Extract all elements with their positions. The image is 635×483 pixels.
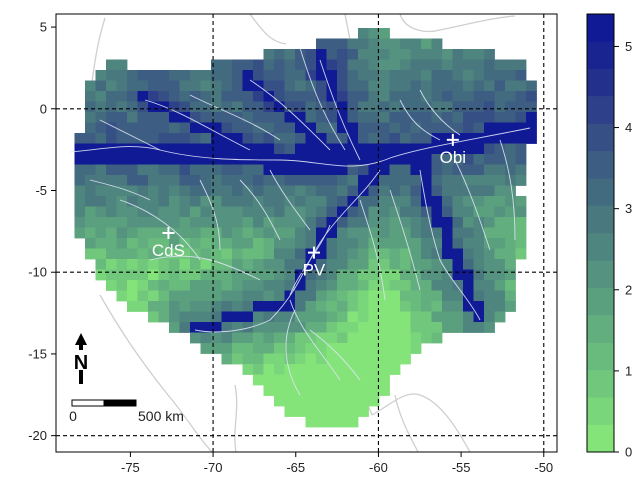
colorbar-bin bbox=[587, 342, 614, 371]
colorbar-bin bbox=[587, 233, 614, 261]
colorbar-bin bbox=[587, 123, 614, 152]
colorbar-ticks: 0 1 2 3 4 5 bbox=[614, 39, 632, 460]
colorbar-bin bbox=[587, 315, 614, 343]
river-network bbox=[69, 47, 531, 396]
graticule bbox=[56, 14, 557, 452]
x-tick-label: -75 bbox=[121, 460, 140, 475]
colorbar-tick-label: 3 bbox=[625, 201, 632, 216]
colorbar-bin bbox=[587, 287, 614, 316]
site-label: PV bbox=[303, 261, 326, 280]
scale-bar: 0 500 km bbox=[69, 399, 184, 424]
colorbar-tick-label: 2 bbox=[625, 282, 632, 297]
site-marker: PV bbox=[303, 246, 326, 280]
scale-bar-left-label: 0 bbox=[69, 408, 77, 424]
site-marker: Obi bbox=[440, 133, 466, 167]
colorbar: 0 1 2 3 4 5 bbox=[586, 13, 632, 460]
site-label: CdS bbox=[152, 241, 185, 260]
colorbar-bins bbox=[587, 14, 614, 453]
site-label: Obi bbox=[440, 148, 466, 167]
x-tick-label: -65 bbox=[286, 460, 305, 475]
colorbar-bin bbox=[587, 41, 614, 70]
site-marker: CdS bbox=[152, 227, 185, 260]
colorbar-bin bbox=[587, 96, 614, 124]
colorbar-tick-label: 5 bbox=[625, 39, 632, 54]
colorbar-tick-label: 1 bbox=[625, 363, 632, 378]
site-markers: Obi CdS PV bbox=[152, 133, 466, 280]
y-tick-label: 5 bbox=[40, 20, 47, 35]
colorbar-bin bbox=[587, 178, 614, 206]
colorbar-bin bbox=[587, 68, 614, 97]
y-tick-label: 0 bbox=[40, 101, 47, 116]
basin-raster bbox=[74, 28, 537, 428]
colorbar-bin bbox=[587, 14, 614, 42]
colorbar-frame bbox=[586, 13, 615, 453]
map-frame bbox=[55, 13, 558, 453]
colorbar-bin bbox=[587, 424, 614, 453]
y-tick-label: -15 bbox=[28, 346, 47, 361]
colorbar-bin bbox=[587, 397, 614, 425]
colorbar-bin bbox=[587, 260, 614, 289]
x-tick-label: -50 bbox=[534, 460, 553, 475]
colorbar-tick-label: 4 bbox=[625, 120, 632, 135]
colorbar-bin bbox=[587, 150, 614, 179]
colorbar-tick-label: 0 bbox=[625, 445, 632, 460]
colorbar-bin bbox=[587, 205, 614, 234]
north-arrow-label: N bbox=[74, 352, 88, 374]
colorbar-bin bbox=[587, 369, 614, 398]
x-tick-label: -70 bbox=[204, 460, 223, 475]
y-tick-label: -5 bbox=[35, 183, 47, 198]
y-tick-label: -20 bbox=[28, 428, 47, 443]
y-tick-label: -10 bbox=[28, 265, 47, 280]
north-arrow-icon: N bbox=[73, 333, 89, 384]
scale-bar-right-label: 500 km bbox=[138, 408, 184, 424]
x-tick-label: -55 bbox=[452, 460, 471, 475]
map-axes: -75 -70 -65 -60 -55 -50 5 0 -5 -10 -15 -20 bbox=[28, 20, 553, 475]
x-tick-label: -60 bbox=[369, 460, 388, 475]
